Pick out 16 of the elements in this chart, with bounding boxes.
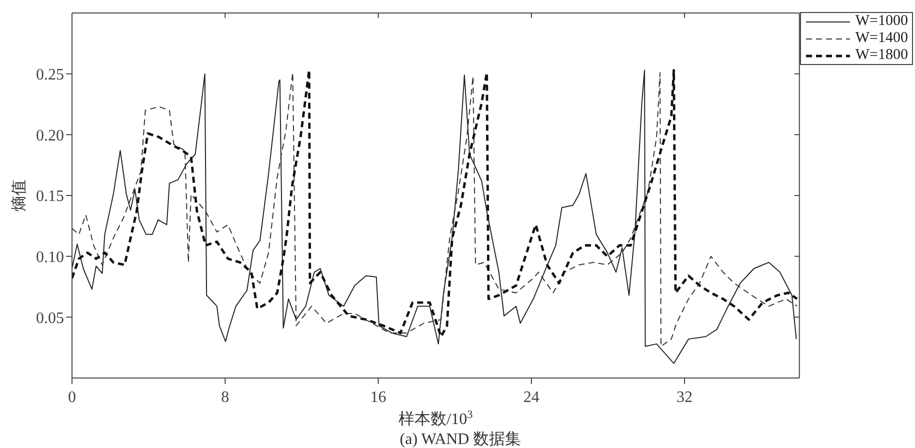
y-tick-label: 0.15: [36, 188, 64, 206]
x-tick-label: 32: [676, 389, 693, 406]
x-tick-label: 16: [370, 389, 386, 406]
y-axis-title: 熵值: [10, 180, 28, 212]
y-tick-label: 0.25: [36, 66, 64, 84]
x-tick-label: 0: [68, 389, 76, 406]
y-tick-label: 0.20: [36, 127, 64, 144]
x-tick-label: 24: [523, 389, 540, 406]
x-axis-title: 样本数/10$^{3}$: [398, 409, 474, 428]
y-tick-label: 0.05: [36, 310, 64, 327]
x-tick-label: 8: [221, 389, 230, 406]
text: (a) WAND 数据集: [398, 430, 522, 448]
legend-label: W=1800: [855, 47, 908, 64]
legend-label: W=1400: [855, 30, 908, 47]
legend-label: W=1000: [855, 13, 908, 30]
y-tick-label: 0.10: [36, 249, 64, 266]
